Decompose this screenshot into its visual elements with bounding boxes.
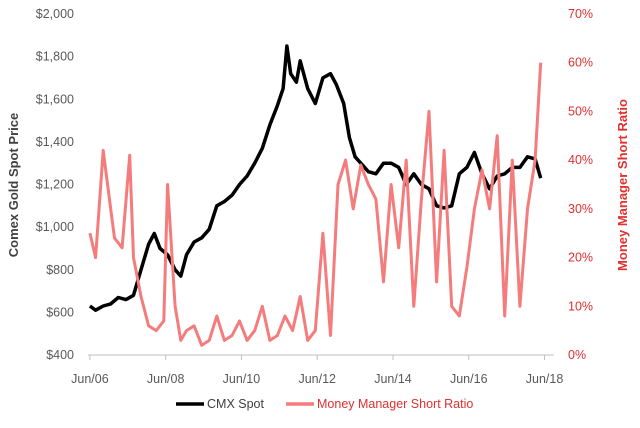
left-tick-label: $800 bbox=[46, 263, 74, 277]
right-tick-label: 0% bbox=[568, 348, 586, 362]
x-tick-label: Jun/10 bbox=[223, 372, 261, 386]
series-line-cmx-spot bbox=[88, 44, 543, 312]
series-layer bbox=[88, 44, 543, 347]
x-tick-label: Jun/08 bbox=[147, 372, 185, 386]
x-ticks: Jun/06 Jun/08 Jun/10 Jun/12 Jun/14 Jun/16 Jun/… bbox=[71, 355, 563, 386]
legend: CMX Spot Money Manager Short Ratio bbox=[176, 397, 473, 411]
left-tick-label: $1,800 bbox=[36, 50, 74, 64]
x-tick-label: Jun/16 bbox=[450, 372, 488, 386]
right-axis-label: Money Manager Short Ratio bbox=[615, 99, 630, 271]
left-tick-label: $400 bbox=[46, 348, 74, 362]
right-tick-label: 70% bbox=[568, 7, 593, 21]
right-tick-label: 30% bbox=[568, 202, 593, 216]
left-tick-label: $1,600 bbox=[36, 92, 74, 106]
right-tick-label: 40% bbox=[568, 153, 593, 167]
left-tick-label: $2,000 bbox=[36, 7, 74, 21]
legend-label-cmx-spot: CMX Spot bbox=[207, 397, 264, 411]
right-tick-label: 60% bbox=[568, 56, 593, 70]
x-tick-label: Jun/18 bbox=[526, 372, 564, 386]
right-tick-label: 20% bbox=[568, 251, 593, 265]
left-tick-label: $600 bbox=[46, 305, 74, 319]
left-y-ticks: $400 $600 $800 $1,000 $1,200 $1,400 $1,600 $1,8… bbox=[36, 7, 74, 362]
left-axis-label: Comex Gold Spot Price bbox=[6, 113, 21, 257]
series-line-short-ratio bbox=[88, 62, 543, 347]
x-tick-label: Jun/06 bbox=[71, 372, 109, 386]
left-tick-label: $1,200 bbox=[36, 178, 74, 192]
right-tick-label: 10% bbox=[568, 299, 593, 313]
right-tick-label: 50% bbox=[568, 104, 593, 118]
left-tick-label: $1,400 bbox=[36, 135, 74, 149]
right-y-ticks: 0% 10% 20% 30% 40% 50% 60% 70% bbox=[568, 7, 593, 362]
x-tick-label: Jun/14 bbox=[374, 372, 412, 386]
legend-label-short-ratio: Money Manager Short Ratio bbox=[317, 397, 473, 411]
left-tick-label: $1,000 bbox=[36, 220, 74, 234]
x-tick-label: Jun/12 bbox=[298, 372, 336, 386]
